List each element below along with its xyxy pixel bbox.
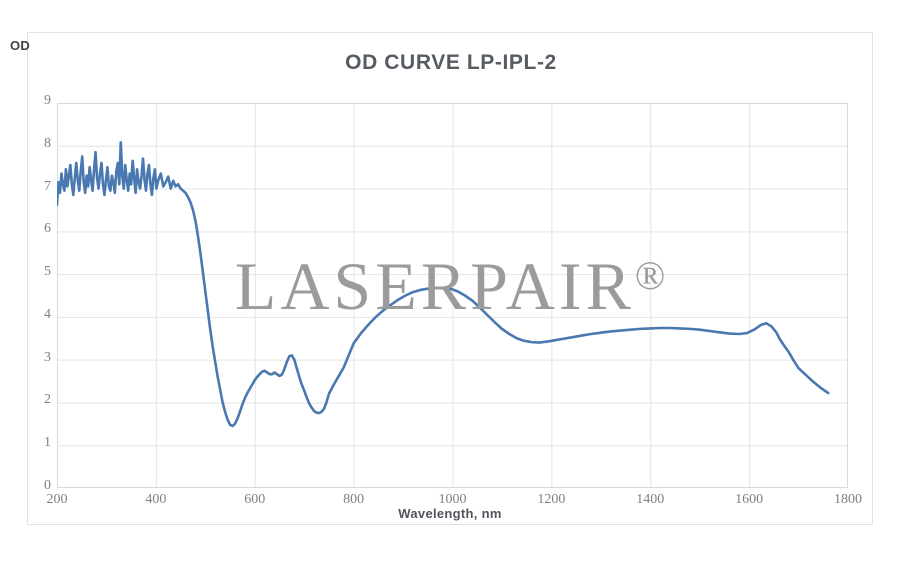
x-tick-600: 600	[244, 492, 266, 507]
y-tick-1: 1	[44, 435, 51, 451]
y-tick-7: 7	[44, 178, 51, 194]
y-tick-5: 5	[44, 264, 51, 280]
y-tick-2: 2	[44, 392, 51, 408]
plot-area	[57, 103, 848, 488]
x-axis-title: Wavelength, nm	[398, 506, 502, 521]
grid-lines	[57, 103, 848, 488]
y-axis-tick-labels: 0 1 2 3 4 5 6 7 8 9	[23, 93, 51, 493]
x-tick-1000: 1000	[438, 492, 467, 507]
od-curve-plot	[57, 103, 848, 488]
x-tick-400: 400	[145, 492, 167, 507]
y-tick-3: 3	[44, 349, 51, 365]
chart-title: OD CURVE LP-IPL-2	[345, 51, 557, 74]
x-tick-200: 200	[46, 492, 68, 507]
x-tick-1800: 1800	[834, 492, 862, 507]
x-tick-1200: 1200	[537, 492, 566, 507]
x-axis-tick-labels: 200 400 600 800 1000 1200 1400 1600 1800	[47, 492, 863, 514]
y-tick-4: 4	[44, 306, 51, 322]
x-tick-1400: 1400	[636, 492, 665, 507]
x-tick-800: 800	[343, 492, 365, 507]
od-curve-line	[57, 141, 830, 428]
plot-border	[57, 103, 848, 488]
y-tick-0: 0	[44, 478, 51, 493]
y-axis-title: OD	[10, 38, 31, 53]
chart-container: OD CURVE LP-IPL-2	[27, 32, 873, 525]
x-tick-1600: 1600	[735, 492, 764, 507]
y-tick-8: 8	[44, 135, 51, 151]
y-tick-6: 6	[44, 221, 51, 237]
y-tick-9: 9	[44, 93, 51, 108]
